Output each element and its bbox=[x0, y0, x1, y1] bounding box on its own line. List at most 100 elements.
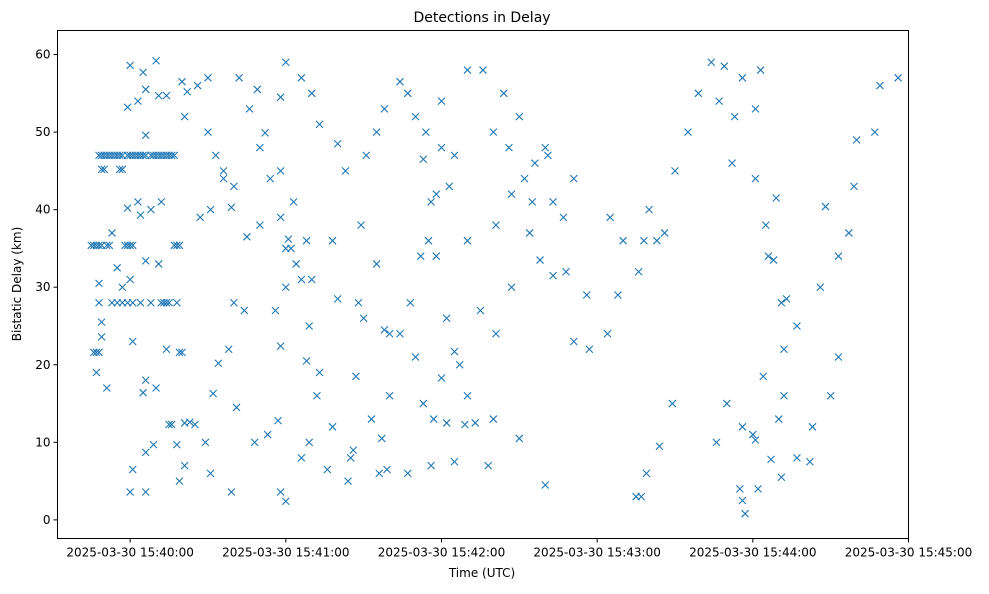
data-point bbox=[416, 252, 425, 261]
data-point bbox=[136, 298, 145, 307]
data-point bbox=[157, 198, 166, 206]
data-point bbox=[751, 436, 760, 444]
data-point bbox=[147, 298, 155, 307]
data-point bbox=[774, 415, 783, 423]
data-point bbox=[172, 298, 181, 307]
data-point bbox=[525, 229, 534, 237]
data-point bbox=[585, 345, 594, 354]
data-point bbox=[759, 372, 768, 381]
data-point bbox=[730, 112, 739, 121]
data-point bbox=[139, 151, 148, 160]
data-point bbox=[175, 477, 184, 485]
data-point bbox=[357, 221, 365, 230]
data-point bbox=[738, 422, 747, 431]
data-point bbox=[180, 112, 189, 121]
data-point bbox=[243, 232, 251, 241]
data-point bbox=[850, 182, 858, 191]
data-point bbox=[123, 204, 132, 212]
data-point bbox=[97, 165, 106, 174]
data-point bbox=[684, 128, 692, 136]
data-point bbox=[372, 128, 381, 136]
data-point bbox=[507, 283, 516, 292]
data-point bbox=[372, 260, 381, 268]
data-point bbox=[562, 267, 570, 276]
data-point bbox=[492, 221, 500, 230]
data-point bbox=[149, 440, 158, 449]
data-point bbox=[154, 91, 163, 100]
data-point bbox=[183, 87, 192, 96]
data-point bbox=[126, 61, 135, 70]
data-point bbox=[396, 77, 404, 86]
data-point bbox=[281, 58, 290, 67]
data-point bbox=[515, 112, 524, 121]
data-point bbox=[113, 263, 122, 272]
data-point bbox=[694, 89, 703, 98]
data-point bbox=[128, 465, 137, 474]
data-point bbox=[245, 104, 254, 113]
data-point bbox=[266, 174, 275, 183]
data-point bbox=[756, 66, 765, 74]
data-point bbox=[323, 465, 332, 474]
data-point bbox=[284, 235, 293, 244]
data-point bbox=[362, 151, 371, 160]
data-point bbox=[147, 205, 155, 214]
data-point bbox=[333, 294, 342, 303]
data-point bbox=[297, 453, 306, 462]
data-point bbox=[224, 345, 233, 354]
data-point bbox=[97, 318, 106, 327]
data-point bbox=[834, 252, 843, 261]
data-point bbox=[894, 73, 903, 82]
data-point bbox=[816, 283, 825, 292]
data-point bbox=[191, 420, 199, 429]
x-tick-label: 2025-03-30 15:43:00 bbox=[533, 546, 660, 560]
data-point bbox=[128, 337, 137, 346]
data-point bbox=[536, 256, 544, 264]
data-point bbox=[424, 236, 433, 245]
data-point bbox=[793, 453, 801, 462]
data-point bbox=[569, 174, 578, 183]
data-point bbox=[411, 112, 420, 121]
data-point bbox=[549, 271, 557, 280]
data-point bbox=[141, 85, 150, 94]
data-point bbox=[175, 241, 184, 250]
data-point bbox=[614, 291, 622, 299]
data-point bbox=[128, 298, 137, 307]
data-point bbox=[782, 294, 791, 303]
data-point bbox=[559, 213, 568, 222]
data-point bbox=[437, 374, 446, 382]
data-point bbox=[235, 73, 244, 82]
data-point bbox=[230, 298, 238, 307]
data-point bbox=[619, 236, 627, 245]
data-point bbox=[476, 306, 485, 315]
data-point bbox=[520, 174, 529, 183]
data-point bbox=[204, 73, 212, 82]
data-point bbox=[634, 267, 643, 276]
data-point bbox=[735, 484, 744, 493]
y-axis-label: Bistatic Delay (km) bbox=[10, 227, 24, 342]
data-point bbox=[126, 488, 135, 496]
data-point bbox=[152, 56, 160, 65]
data-point bbox=[167, 151, 176, 160]
data-point bbox=[167, 420, 176, 429]
data-point bbox=[442, 419, 451, 427]
data-point bbox=[287, 244, 295, 253]
data-point bbox=[141, 448, 150, 457]
data-point bbox=[606, 213, 615, 222]
data-point bbox=[180, 461, 189, 470]
data-point bbox=[715, 97, 723, 105]
chart-title: Detections in Delay bbox=[413, 10, 550, 26]
data-point bbox=[139, 388, 148, 397]
data-point bbox=[115, 165, 124, 174]
data-point bbox=[115, 151, 124, 160]
data-point bbox=[549, 198, 557, 206]
data-point bbox=[297, 275, 306, 284]
data-point bbox=[479, 66, 487, 74]
y-tick-label: 50 bbox=[35, 125, 50, 139]
data-point bbox=[141, 376, 150, 385]
data-point bbox=[671, 166, 679, 175]
data-point bbox=[463, 66, 472, 74]
data-point bbox=[95, 348, 103, 357]
data-point bbox=[403, 89, 412, 98]
data-point bbox=[741, 509, 749, 518]
data-point bbox=[463, 391, 472, 400]
